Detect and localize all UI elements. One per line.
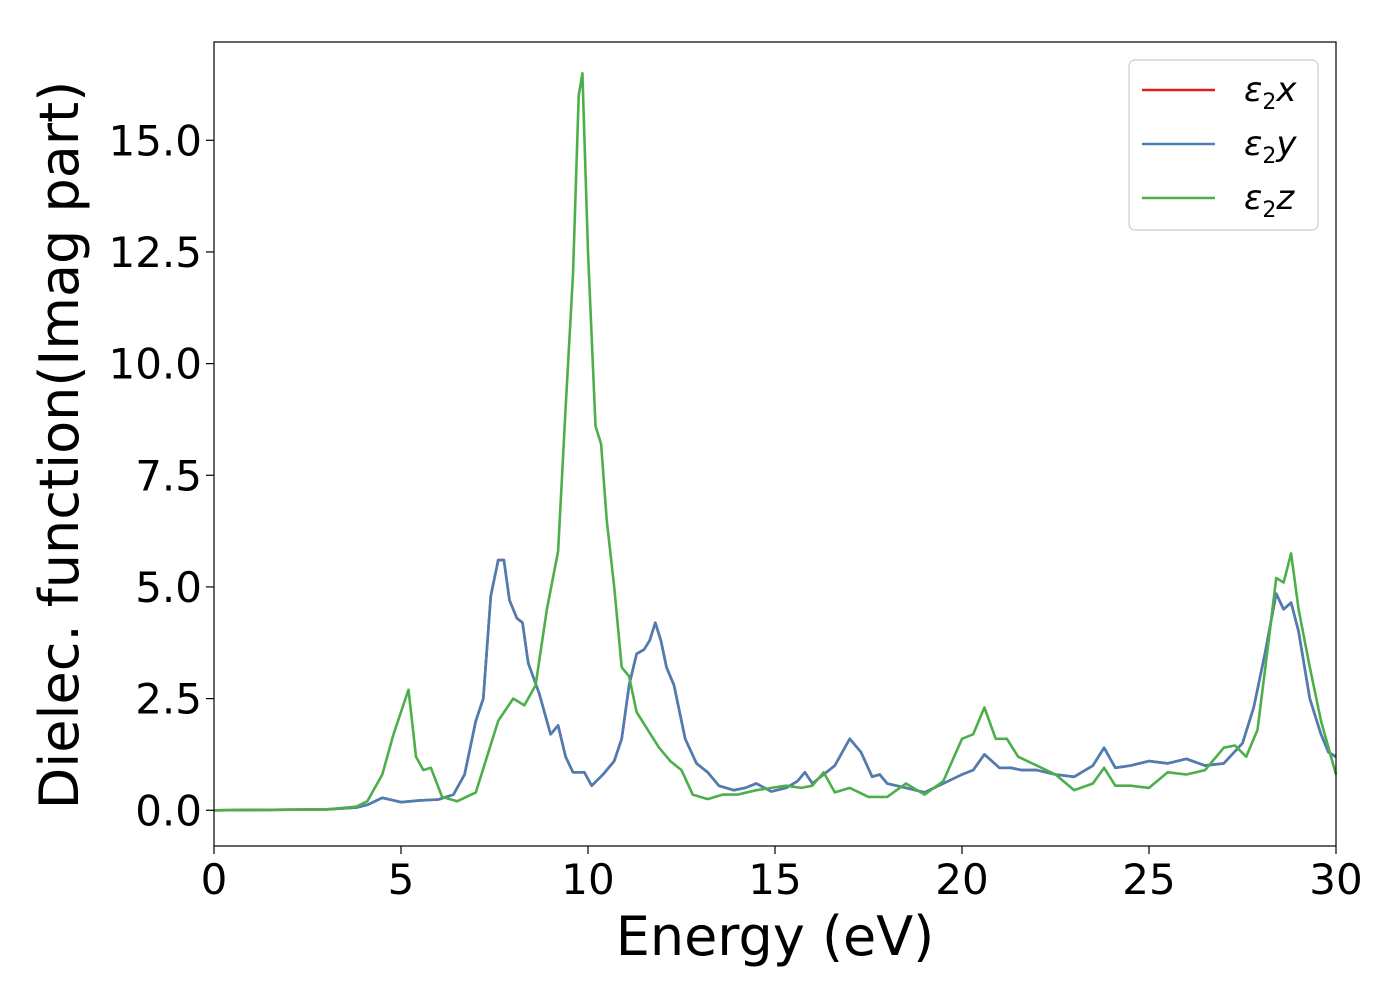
y-tick-label: 15.0 (108, 116, 202, 165)
legend-label-x: ε2x (1244, 70, 1297, 115)
y-tick-label: 2.5 (135, 675, 202, 724)
legend-box (1128, 59, 1319, 231)
x-tick-label: 25 (1122, 855, 1175, 904)
x-tick-label: 10 (561, 855, 614, 904)
x-tick-label: 15 (748, 855, 801, 904)
series-lines (213, 72, 1338, 812)
y-tick-label: 0.0 (135, 786, 202, 835)
tick-group: 0 5 10 15 20 25 30 0.0 2.5 5.0 7.5 10.0 12.5 15.0 (108, 116, 1362, 904)
x-tick-label: 20 (935, 855, 988, 904)
y-tick-label: 12.5 (108, 228, 202, 277)
legend: ε2x ε2y ε2z (1128, 59, 1319, 231)
x-tick-label: 30 (1309, 855, 1362, 904)
x-tick-label: 5 (388, 855, 415, 904)
y-tick-label: 7.5 (135, 451, 202, 500)
y-axis-label: Dielec. function(Imag part) (28, 81, 91, 810)
y-tick-label: 10.0 (108, 340, 202, 389)
y-tick-label: 5.0 (135, 563, 202, 612)
legend-label-z: ε2z (1244, 178, 1295, 223)
plot-frame (213, 41, 1337, 847)
series-line-y (213, 558, 1337, 812)
x-tick-label: 0 (201, 855, 228, 904)
x-axis-label: Energy (eV) (616, 905, 935, 968)
series-line-z (213, 72, 1338, 812)
legend-label-y: ε2y (1244, 124, 1297, 169)
